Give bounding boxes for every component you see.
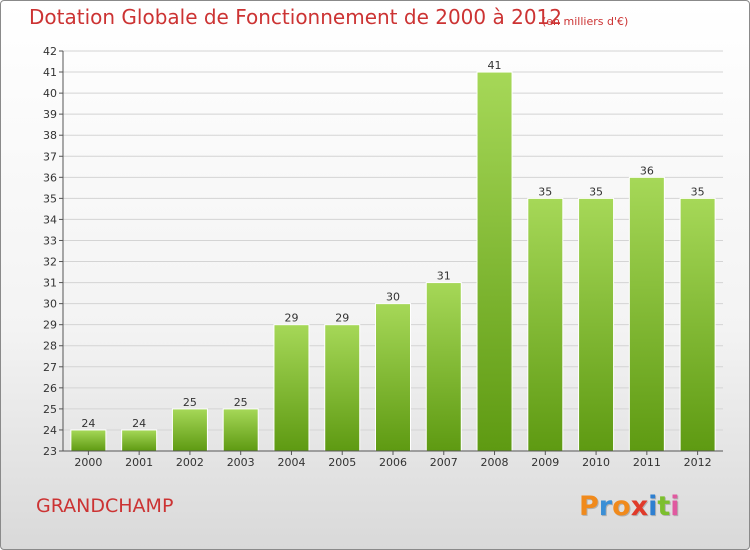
- data-label: 36: [640, 164, 654, 177]
- bar: [171, 408, 208, 452]
- bar: [273, 324, 310, 452]
- x-tick-label: 2006: [379, 456, 407, 469]
- labels: 23 24 25 26 27 28 29 30 31 32 33 34 35 36 37 38 39 40 41 42…: [43, 45, 712, 469]
- y-tick-label: 31: [43, 277, 57, 290]
- y-tick-label: 28: [43, 340, 57, 353]
- bar: [324, 324, 361, 452]
- bar: [425, 282, 462, 452]
- x-tick-label: 2003: [227, 456, 255, 469]
- y-tick-label: 26: [43, 382, 57, 395]
- y-tick-label: 38: [43, 129, 57, 142]
- y-tick-label: 30: [43, 298, 57, 311]
- logo-letter: i: [670, 491, 680, 522]
- x-tick-label: 2008: [481, 456, 509, 469]
- y-tick-label: 24: [43, 424, 57, 437]
- y-tick-label: 33: [43, 234, 57, 247]
- bar: [121, 429, 158, 452]
- data-label: 29: [335, 312, 349, 325]
- x-tick-label: 2012: [684, 456, 712, 469]
- commune-name: GRANDCHAMP: [36, 495, 174, 517]
- data-label: 35: [538, 185, 552, 198]
- bars: [70, 71, 716, 452]
- y-tick-label: 39: [43, 108, 57, 121]
- data-label: 41: [488, 59, 502, 72]
- y-tick-label: 34: [43, 213, 57, 226]
- x-tick-label: 2001: [125, 456, 153, 469]
- x-tick-label: 2010: [582, 456, 610, 469]
- y-tick-label: 41: [43, 66, 57, 79]
- x-tick-label: 2009: [531, 456, 559, 469]
- y-tick-label: 23: [43, 445, 57, 458]
- bar: [628, 176, 665, 452]
- x-tick-label: 2007: [430, 456, 458, 469]
- x-tick-label: 2002: [176, 456, 204, 469]
- axes: [59, 50, 723, 455]
- data-label: 31: [437, 270, 451, 283]
- y-tick-label: 29: [43, 319, 57, 332]
- logo-letter: P: [579, 491, 599, 522]
- logo-letter: x: [630, 491, 649, 522]
- y-tick-label: 42: [43, 45, 57, 58]
- data-label: 29: [284, 312, 298, 325]
- logo-letter: o: [612, 491, 631, 522]
- bar: [70, 429, 107, 452]
- data-label: 35: [691, 185, 705, 198]
- x-tick-label: 2005: [328, 456, 356, 469]
- y-tick-label: 25: [43, 403, 57, 416]
- chart-subtitle: (en milliers d'€): [542, 15, 629, 28]
- logo-letter: i: [648, 491, 658, 522]
- y-tick-label: 40: [43, 87, 57, 100]
- proxiti-logo: Proxiti: [579, 491, 680, 522]
- data-label: 25: [234, 396, 248, 409]
- data-label: 35: [589, 185, 603, 198]
- x-tick-label: 2004: [277, 456, 305, 469]
- y-tick-label: 32: [43, 256, 57, 269]
- bar: [476, 71, 513, 452]
- logo-letter: r: [598, 491, 613, 522]
- bar: [578, 197, 615, 452]
- bar: [222, 408, 259, 452]
- logo-letter: t: [657, 491, 671, 522]
- data-label: 25: [183, 396, 197, 409]
- data-label: 24: [132, 417, 146, 430]
- y-tick-label: 27: [43, 361, 57, 374]
- x-tick-label: 2000: [74, 456, 102, 469]
- bar: [527, 197, 564, 452]
- chart-title: Dotation Globale de Fonctionnement de 20…: [29, 5, 562, 29]
- data-label: 24: [81, 417, 95, 430]
- bar: [375, 303, 411, 452]
- y-tick-label: 37: [43, 150, 57, 163]
- y-tick-label: 36: [43, 171, 57, 184]
- x-tick-label: 2011: [633, 456, 661, 469]
- bar: [679, 197, 716, 452]
- y-tick-label: 35: [43, 192, 57, 205]
- data-label: 30: [386, 291, 400, 304]
